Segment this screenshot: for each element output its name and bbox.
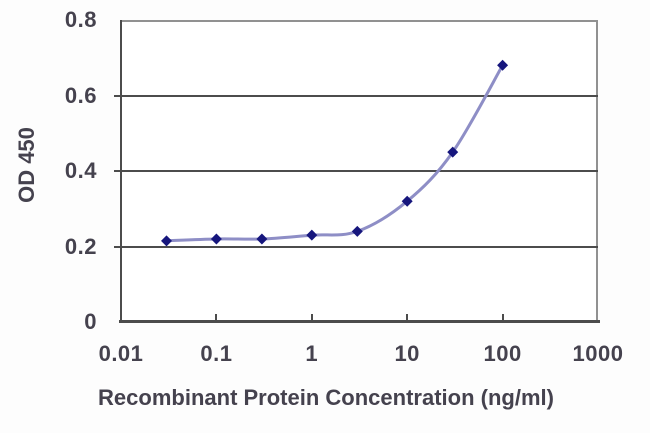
- data-point-marker-0.3: [256, 233, 268, 245]
- gridline-0.2: [121, 245, 598, 248]
- data-point-marker-0.1: [210, 233, 222, 245]
- data-point-marker-100: [497, 59, 509, 71]
- data-point-marker-10: [401, 195, 413, 207]
- data-point-marker-3: [351, 225, 363, 237]
- x-tick-label-1: 1: [305, 341, 319, 366]
- x-tick-label-100: 100: [483, 341, 522, 366]
- x-tick-label-10: 10: [394, 341, 420, 366]
- data-series-plot: [161, 59, 509, 247]
- y-tick-label-0.4: 0.4: [64, 158, 97, 183]
- data-point-marker-1: [306, 229, 318, 241]
- x-tick-label-1000: 1000: [572, 341, 624, 366]
- x-tick-label-0.01: 0.01: [98, 341, 144, 366]
- y-axis-title: OD 450: [14, 127, 39, 203]
- plot-border-top: [121, 20, 598, 22]
- x-tick-mark-1: [310, 314, 313, 320]
- data-point-marker-30: [447, 146, 459, 158]
- x-tick-mark-100: [501, 314, 504, 320]
- y-tick-label-0.6: 0.6: [64, 82, 97, 108]
- x-tick-mark-10: [406, 314, 409, 320]
- y-tick-label-0: 0: [84, 309, 97, 334]
- x-axis-line: [119, 320, 600, 323]
- x-tick-mark-0.1: [215, 314, 218, 320]
- y-tick-mark-0.4: [114, 170, 121, 172]
- gridline-0.6: [121, 94, 598, 97]
- y-tick-mark-0.2: [114, 245, 121, 248]
- gridline-0.4: [121, 170, 598, 172]
- x-tick-label-0.1: 0.1: [200, 341, 233, 366]
- data-point-marker-0.03: [161, 235, 173, 247]
- y-tick-mark-0.6: [114, 94, 121, 97]
- y-tick-label-0.8: 0.8: [64, 7, 97, 32]
- y-tick-label-0.2: 0.2: [64, 233, 97, 259]
- x-axis-title: Recombinant Protein Concentration (ng/ml…: [98, 385, 554, 410]
